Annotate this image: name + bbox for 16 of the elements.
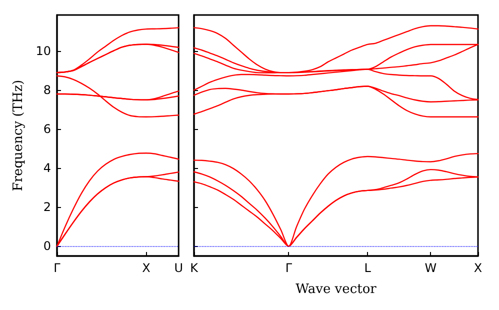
x-tick-label: U <box>174 261 184 275</box>
y-tick-label: 10 <box>36 44 51 58</box>
x-tick-label: X <box>142 261 150 275</box>
x-tick-label: X <box>474 261 482 275</box>
y-tick-label: 2 <box>43 200 51 214</box>
x-tick-label: K <box>190 261 200 275</box>
y-tick-label: 6 <box>43 122 51 136</box>
x-axis-title: Wave vector <box>296 282 378 297</box>
y-tick-label: 8 <box>43 83 51 98</box>
x-tick-label: L <box>364 261 372 275</box>
x-tick-label: Γ <box>54 261 61 275</box>
y-tick-label: 0 <box>43 239 51 254</box>
x-tick-label: Γ <box>285 261 292 275</box>
y-tick-label: 4 <box>43 161 51 176</box>
y-axis-title: Frequency (THz) <box>10 80 26 192</box>
x-tick-label: W <box>424 261 437 275</box>
